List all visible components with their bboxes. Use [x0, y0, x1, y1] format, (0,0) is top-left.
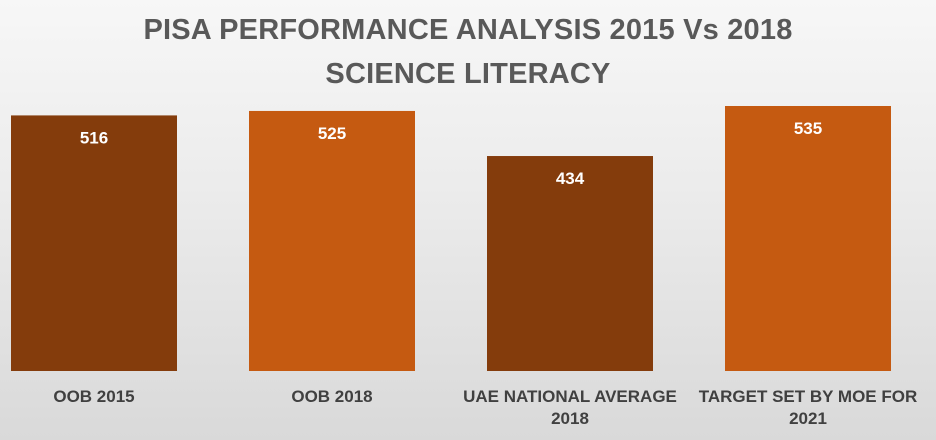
category-label-line: 2021 — [789, 409, 827, 428]
category-label-line: OOB 2018 — [291, 387, 372, 406]
data-label-2: 525 — [318, 124, 346, 143]
category-label-line: UAE NATIONAL AVERAGE — [463, 387, 677, 406]
category-label-1: OOB 2015 — [53, 387, 134, 406]
bar-2 — [249, 110, 415, 371]
data-label-3: 434 — [556, 169, 585, 188]
bar-4 — [725, 106, 891, 371]
category-label-line: OOB 2015 — [53, 387, 134, 406]
data-label-4: 535 — [794, 119, 822, 138]
category-label-line: TARGET SET BY MOE FOR — [699, 387, 918, 406]
chart-subtitle: SCIENCE LITERACY — [325, 58, 611, 90]
chart-title: PISA PERFORMANCE ANALYSIS 2015 Vs 2018 — [143, 14, 793, 46]
data-label-1: 516 — [80, 128, 108, 147]
bar-1 — [11, 115, 177, 371]
bar-3 — [487, 156, 653, 371]
category-label-line: 2018 — [551, 409, 589, 428]
category-label-3: UAE NATIONAL AVERAGE 2018 — [463, 387, 677, 428]
category-label-4: TARGET SET BY MOE FOR 2021 — [699, 387, 918, 428]
category-label-2: OOB 2018 — [291, 387, 372, 406]
